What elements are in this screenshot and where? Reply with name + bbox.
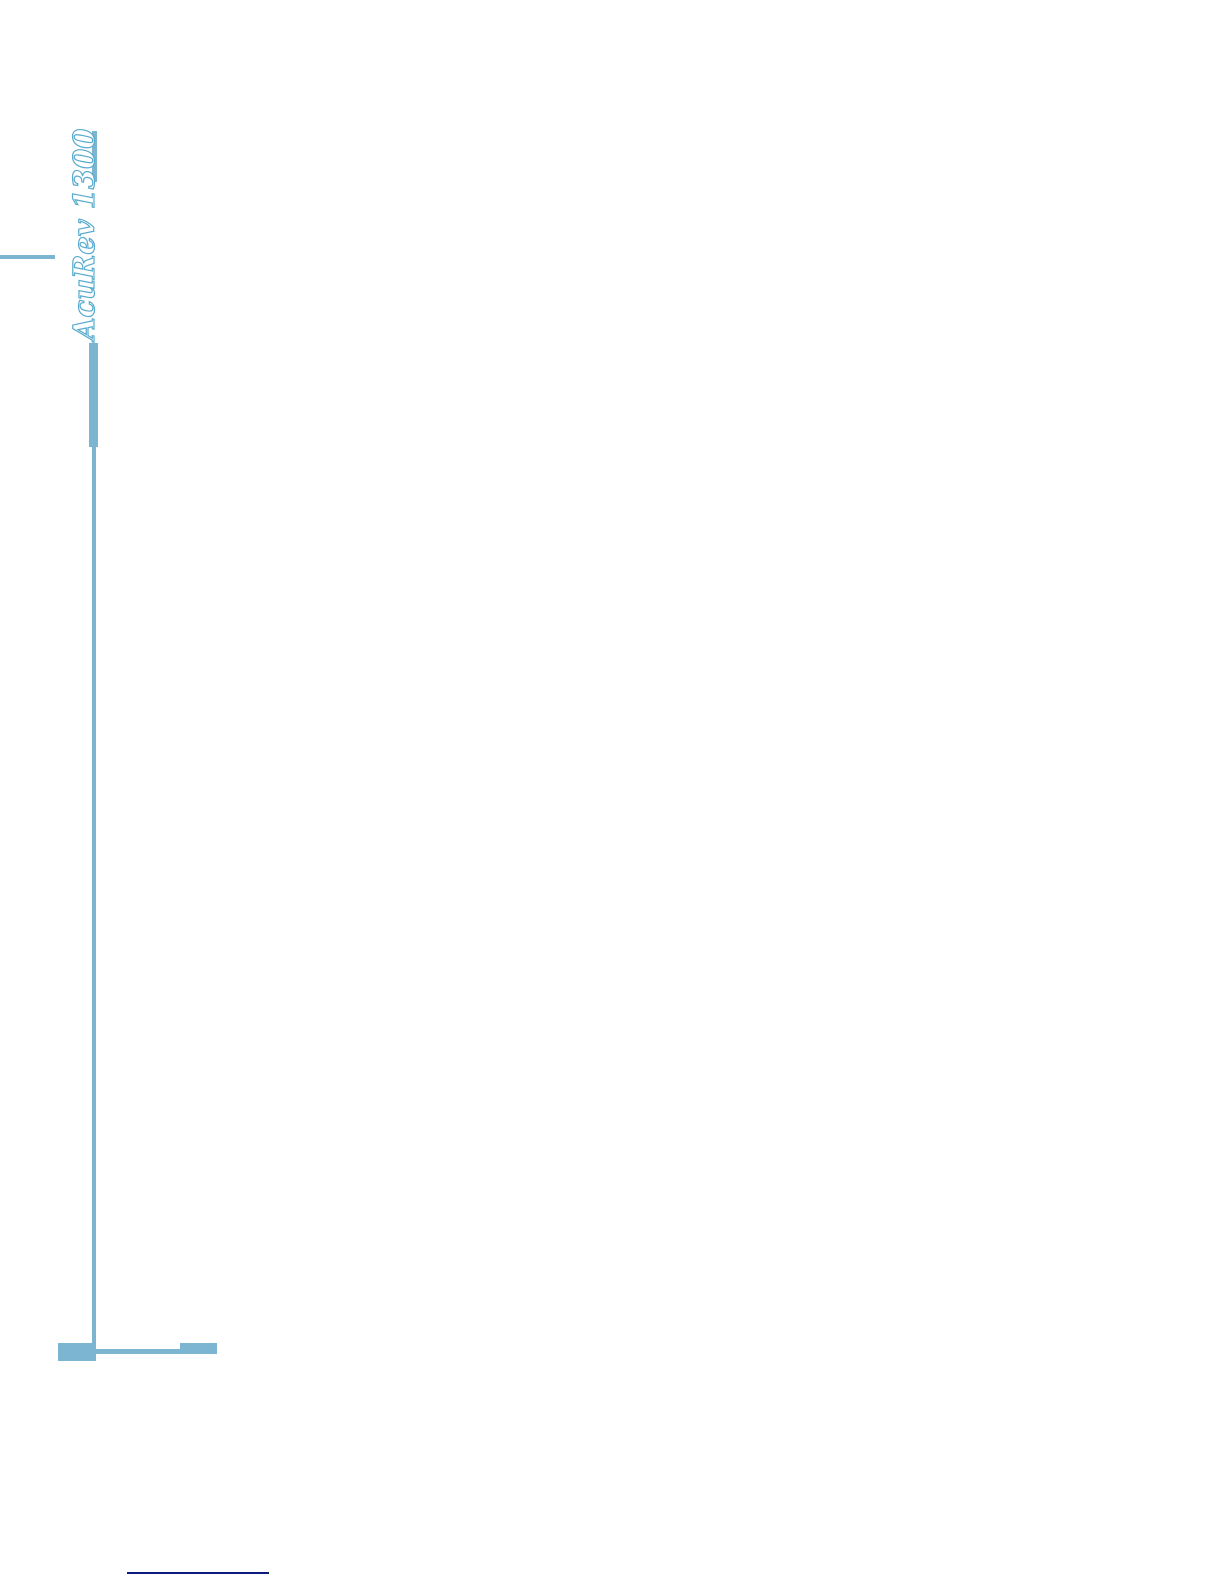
footer-left-block [58,1343,96,1361]
top-left-rule [0,255,55,259]
title-thick-bar [89,343,98,447]
footer-right-block [180,1343,217,1353]
vertical-product-title: AcuRev 1300 [66,128,101,341]
footer-navy-rule [127,1572,269,1574]
footer-rule [96,1349,217,1354]
page-spine-line [92,447,96,1343]
title-cap-line [92,131,97,182]
